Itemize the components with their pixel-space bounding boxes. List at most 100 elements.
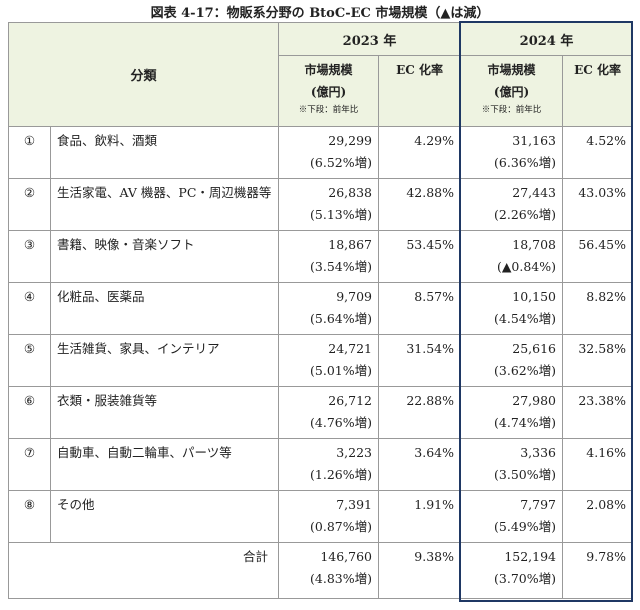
ec-value: 31.54%: [378, 334, 462, 387]
change-value: (2.26%増): [494, 207, 557, 222]
change-value: (4.74%増): [494, 415, 557, 430]
size-cell: 26,838 (5.13%増): [278, 178, 380, 231]
ec-value: 42.88%: [378, 178, 462, 231]
note-label: ※下段：前年比: [481, 105, 542, 115]
row: ① 食品、飲料、酒類 29,299 (6.52%増) 4.29% 31,163 (6.36%…: [8, 126, 634, 179]
size-cell: 7,391 (0.87%増): [278, 490, 380, 543]
size-cell: 9,709 (5.64%増): [278, 282, 380, 335]
size-header: 市場規模 (億円) ※下段：前年比: [460, 55, 564, 127]
change-value: (3.70%増): [494, 571, 557, 586]
ec-value: 1.91%: [378, 490, 462, 543]
change-value: (5.13%増): [310, 207, 373, 222]
size-label: 市場規模: [304, 63, 353, 77]
size-cell: 27,443 (2.26%増): [460, 178, 564, 231]
change-value: (5.49%増): [494, 519, 557, 534]
size-cell: 26,712 (4.76%増): [278, 386, 380, 439]
change-value: (0.87%増): [310, 519, 373, 534]
category: 自動車、自動二輪車、パーツ等: [49, 438, 280, 491]
change-value: (6.36%増): [494, 155, 557, 170]
size-cell: 18,708 (▲0.84%): [460, 230, 564, 283]
row-number: ⑦: [8, 438, 51, 491]
row-number: ①: [8, 126, 51, 179]
ec-value: 4.52%: [562, 126, 634, 179]
change-value: (4.54%増): [494, 311, 557, 326]
total-label: 合計: [7, 542, 280, 599]
size-cell: 24,721 (5.01%増): [278, 334, 380, 387]
size-value: 29,299: [328, 133, 373, 148]
change-value: (3.62%増): [494, 363, 557, 378]
row-number: ⑧: [8, 490, 51, 543]
category: 食品、飲料、酒類: [49, 126, 280, 179]
ec-value: 9.78%: [562, 542, 634, 599]
total-row: 合計 146,760 (4.83%増) 9.38% 152,194 (3.70%増) 9.7…: [7, 542, 634, 599]
size-value: 3,336: [520, 445, 557, 460]
size-value: 152,194: [504, 549, 557, 564]
year-header: 2023 年: [278, 22, 462, 56]
change-value: (5.64%増): [310, 311, 373, 326]
size-label: 市場規模: [487, 63, 536, 77]
size-value: 10,150: [512, 289, 557, 304]
change-value: (5.01%増): [310, 363, 373, 378]
ec-value: 2.08%: [562, 490, 634, 543]
category: 生活家電、AV 機器、PC・周辺機器等: [49, 178, 280, 231]
row-number: ②: [8, 178, 51, 231]
row-number: ⑤: [8, 334, 51, 387]
change-value: (3.50%増): [494, 467, 557, 482]
size-value: 26,838: [328, 185, 373, 200]
size-value: 7,391: [336, 497, 373, 512]
size-value: 3,223: [336, 445, 373, 460]
change-value: (3.54%増): [310, 259, 373, 274]
size-cell: 27,980 (4.74%増): [460, 386, 564, 439]
size-cell: 10,150 (4.54%増): [460, 282, 564, 335]
change-value: (4.76%増): [310, 415, 373, 430]
row-number: ⑥: [8, 386, 51, 439]
change-value: (6.52%増): [310, 155, 373, 170]
size-value: 146,760: [320, 549, 373, 564]
size-value: 7,797: [520, 497, 557, 512]
ec-header: EC 化率: [378, 55, 462, 127]
size-cell: 3,223 (1.26%増): [278, 438, 380, 491]
ec-label: EC 化率: [396, 63, 443, 77]
category: 書籍、映像・音楽ソフト: [49, 230, 280, 283]
ec-value: 3.64%: [378, 438, 462, 491]
size-cell: 25,616 (3.62%増): [460, 334, 564, 387]
row: ⑥ 衣類・服装雑貨等 26,712 (4.76%増) 22.88% 27,980 (4.74…: [8, 386, 634, 439]
ec-value: 8.82%: [562, 282, 634, 335]
year-header: 2024 年: [460, 22, 634, 56]
size-value: 25,616: [512, 341, 557, 356]
size-value: 24,721: [328, 341, 373, 356]
category: その他: [49, 490, 280, 543]
size-value: 27,443: [512, 185, 557, 200]
size-cell: 18,867 (3.54%増): [278, 230, 380, 283]
row-number: ④: [8, 282, 51, 335]
size-value: 9,709: [336, 289, 373, 304]
size-header: 市場規模 (億円) ※下段：前年比: [278, 55, 380, 127]
ec-value: 4.16%: [562, 438, 634, 491]
market-table: 分類 2023 年 2024 年 市場規模 (億円) ※下段：前年比 EC 化率 市場規…: [7, 22, 634, 599]
ec-value: 9.38%: [378, 542, 462, 599]
ec-value: 43.03%: [562, 178, 634, 231]
title: 図表 4-17：物販系分野の BtoC-EC 市場規模（▲は減）: [150, 6, 490, 21]
ec-value: 4.29%: [378, 126, 462, 179]
row: ⑤ 生活雑貨、家具、インテリア 24,721 (5.01%増) 31.54% 25,616…: [8, 334, 634, 387]
row: ③ 書籍、映像・音楽ソフト 18,867 (3.54%増) 53.45% 18,708 (▲…: [8, 230, 634, 283]
change-value: (▲0.84%): [496, 259, 557, 274]
unit-label: (億円): [493, 85, 530, 99]
ec-value: 53.45%: [378, 230, 462, 283]
category: 化粧品、医薬品: [49, 282, 280, 335]
size-cell: 152,194 (3.70%増): [460, 542, 564, 599]
row: ② 生活家電、AV 機器、PC・周辺機器等 26,838 (5.13%増) 42.88%…: [8, 178, 634, 231]
ec-value: 56.45%: [562, 230, 634, 283]
change-value: (4.83%増): [310, 571, 373, 586]
size-value: 18,867: [328, 237, 373, 252]
ec-value: 8.57%: [378, 282, 462, 335]
size-cell: 3,336 (3.50%増): [460, 438, 564, 491]
change-value: (1.26%増): [310, 467, 373, 482]
row: ⑦ 自動車、自動二輪車、パーツ等 3,223 (1.26%増) 3.64% 3,336 (3…: [8, 438, 634, 491]
ec-header: EC 化率: [562, 55, 634, 127]
size-value: 18,708: [512, 237, 557, 252]
size-cell: 7,797 (5.49%増): [460, 490, 564, 543]
size-cell: 31,163 (6.36%増): [460, 126, 564, 179]
size-value: 26,712: [328, 393, 373, 408]
